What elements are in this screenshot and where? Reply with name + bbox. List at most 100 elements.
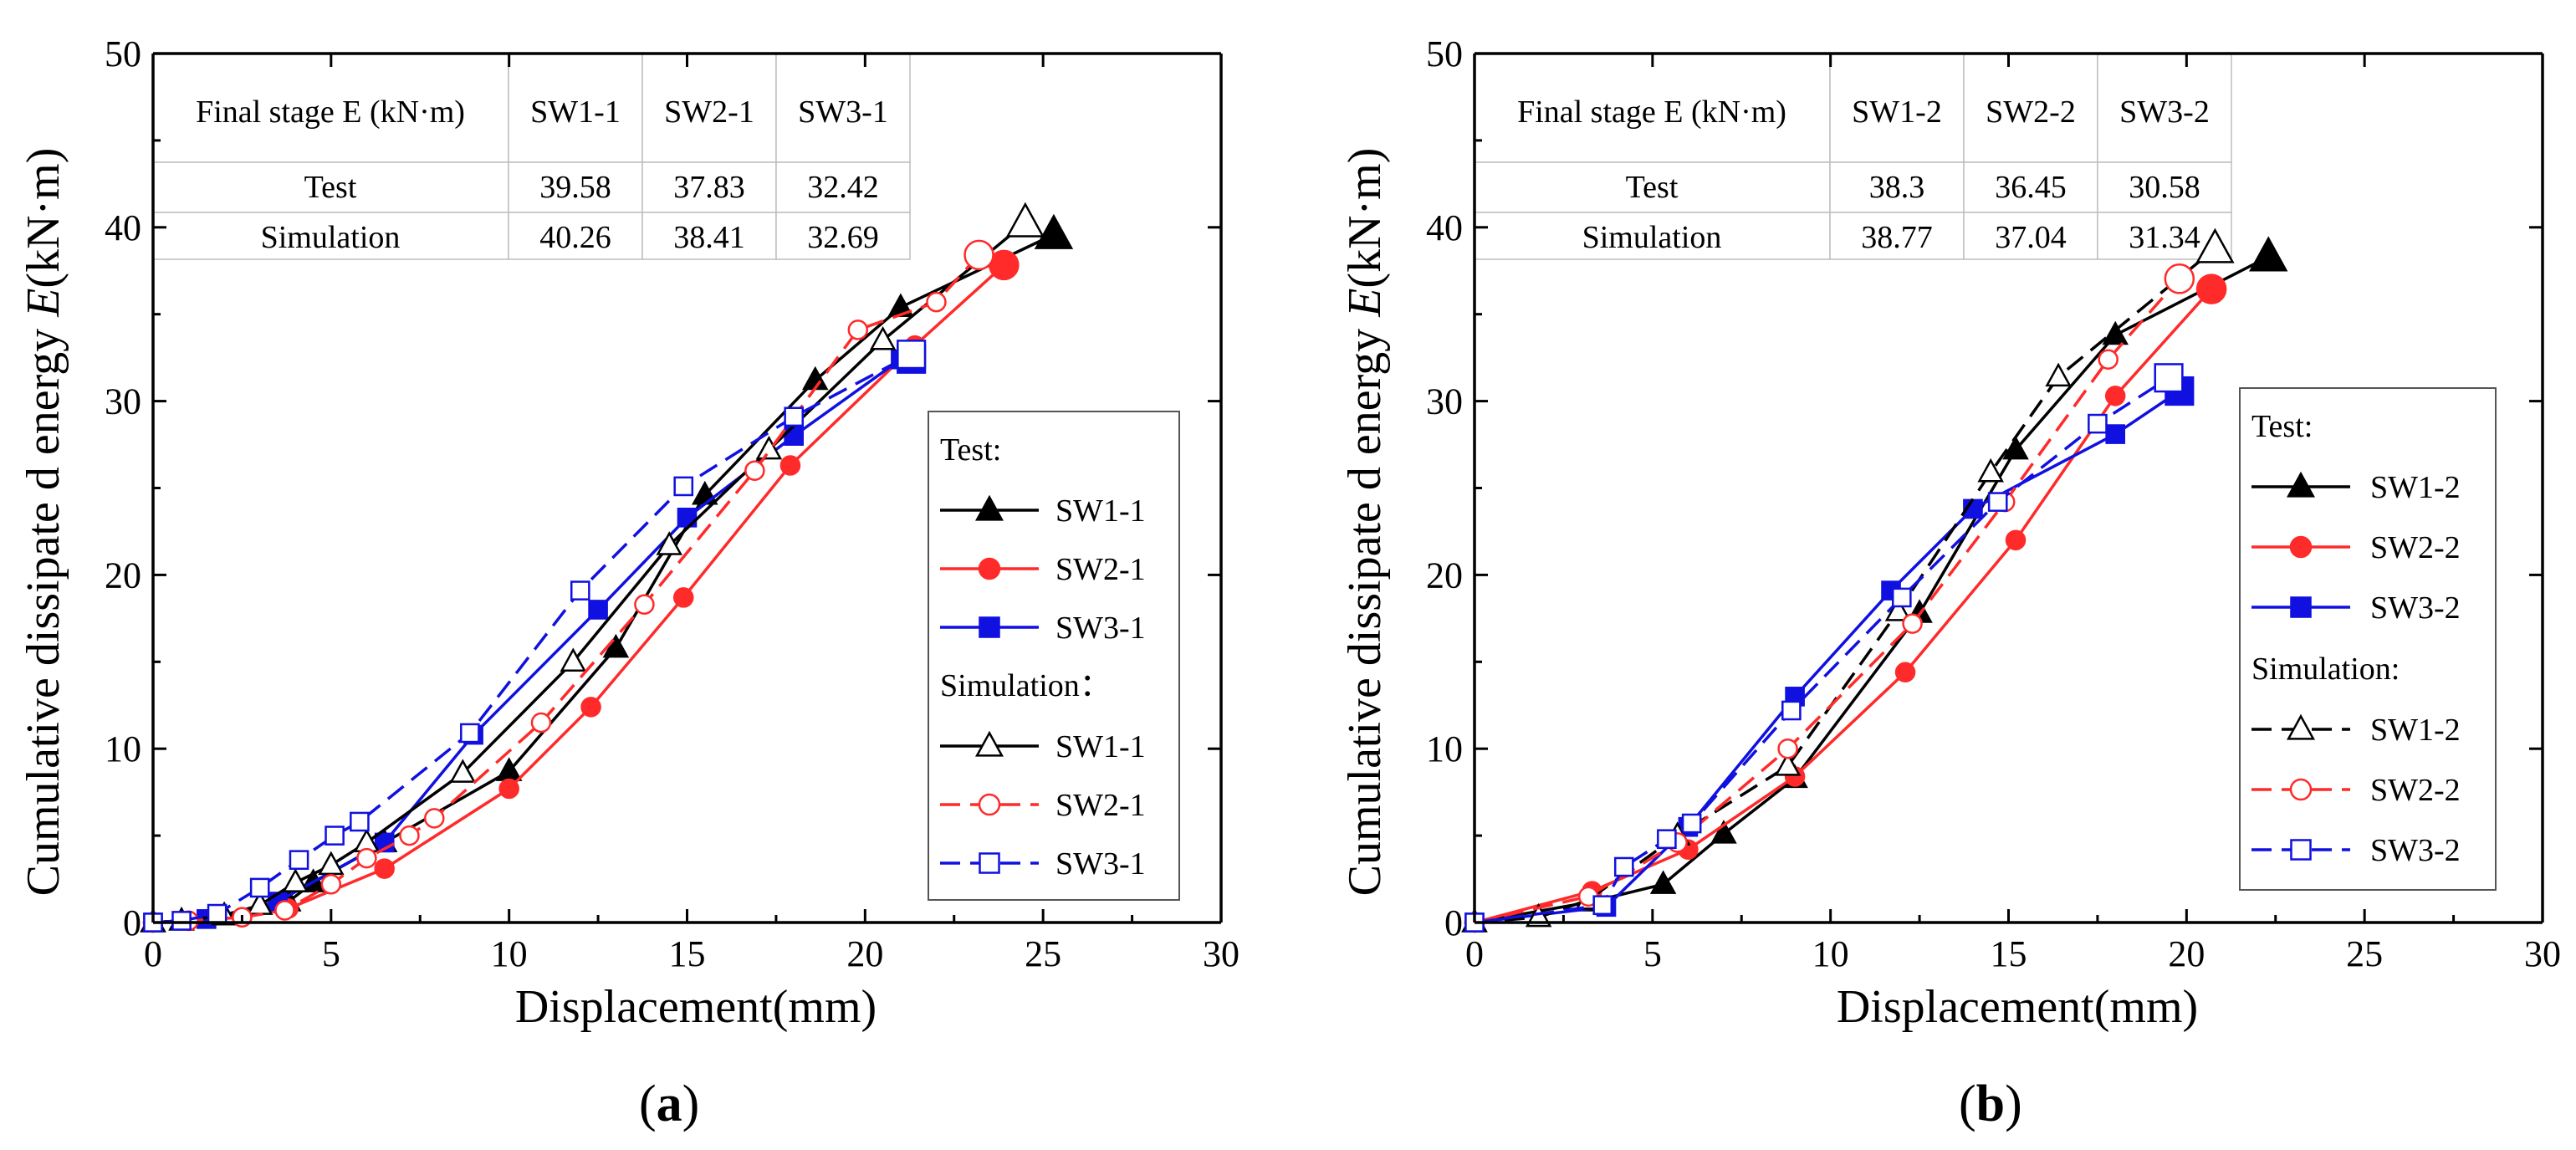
legend-entry-test-sw3: SW3-1 (940, 611, 1146, 646)
legend-entry-sim-sw3: SW3-1 (940, 846, 1146, 882)
panel-label-b: (b) (1959, 1076, 2022, 1132)
legend-entry-sim-sw1: SW1-1 (940, 729, 1146, 764)
table-cell (2097, 161, 2232, 213)
data-point-test-sw3-1 (588, 600, 608, 620)
data-point-test-sw3-2 (2105, 424, 2126, 444)
data-point-sim-sw1-1 (318, 851, 345, 876)
panel-label-close: ) (2005, 1076, 2022, 1132)
legend-entry-test-sw1: SW1-2 (2251, 470, 2461, 505)
data-point-sim-sw3-1 (673, 476, 694, 497)
y-tick-label: 10 (105, 728, 141, 769)
legend-sample-marker (979, 852, 1000, 874)
data-point-sim-sw1-2 (1774, 752, 1802, 776)
legend-label: SW1-1 (1055, 493, 1146, 529)
axes: 0 5 10 15 20 25 30 0 10 20 30 40 50 (1426, 33, 2561, 974)
data-point-sim-sw2-1 (399, 825, 420, 846)
data-point-sim-sw2-2 (2164, 263, 2195, 294)
table-header-label: Final stage E (kN·m) (1517, 95, 1786, 130)
data-point-sim-sw3-1 (784, 406, 805, 427)
data-point-sim-sw1-1 (449, 759, 477, 783)
panel-label-open: ( (1959, 1076, 1976, 1132)
table-header-cell-1 (508, 53, 643, 163)
x-axis-title: Displacement(mm) (1837, 981, 2198, 1033)
table-value: 40.26 (539, 220, 611, 255)
data-point-test-sw2-1 (779, 455, 801, 476)
data-point-sim-sw2-1 (530, 712, 552, 733)
data-point-sim-sw3-2 (2088, 413, 2108, 434)
table-cell (508, 212, 643, 260)
legend-label: SW2-2 (2370, 530, 2461, 565)
data-point-test-sw1-1 (1034, 213, 1074, 249)
data-point-sim-sw3-1 (325, 825, 345, 846)
y-tick-label: 50 (105, 33, 141, 74)
y-axis-title-unit: (kN·m) (18, 148, 69, 289)
data-point-test-sw2-2 (2195, 273, 2227, 304)
table-value: 31.34 (2129, 220, 2200, 255)
legend-heading-test: Test: (940, 432, 1001, 468)
legend-label: SW3-2 (2370, 590, 2461, 626)
table-cell (1474, 212, 1831, 260)
data-point-sim-sw3-1 (897, 340, 927, 370)
table-value: 38.3 (1869, 170, 1925, 205)
panel-b: Final stage E (kN·m) SW1-2 SW2-2 SW3-2 T… (1339, 33, 2561, 1132)
legend-sample-marker (2287, 471, 2315, 498)
y-axis-title: Cumulative dissipate d energy E(kN·m) (1339, 148, 1391, 897)
legend-sample-marker (975, 494, 1004, 521)
series-line-sim-sw2-1 (152, 253, 980, 924)
axes: 0 5 10 15 20 25 30 0 10 20 30 40 50 (105, 33, 1239, 974)
table-header-sw1: SW1-2 (1852, 95, 1942, 130)
data-point-sim-sw3-1 (570, 580, 590, 601)
legend-heading-simulation: Simulation: (2251, 652, 2400, 687)
data-point-sim-sw2-1 (963, 239, 994, 271)
data-point-sim-sw1-1 (560, 647, 587, 672)
table-header-sw1: SW1-1 (530, 95, 621, 130)
series-line-sim-sw2-2 (1474, 278, 2181, 924)
data-point-sim-sw1-2 (2195, 227, 2235, 263)
data-point-test-sw2-1 (580, 697, 601, 718)
data-point-sim-sw2-1 (424, 808, 445, 829)
data-point-sim-sw2-1 (744, 460, 765, 481)
legend-entry-test-sw2: SW2-2 (2251, 530, 2461, 565)
gridded-info-table: Final stage E (kN·m) SW1-1 SW2-1 SW3-1 T… (152, 53, 911, 260)
table-value: 39.58 (539, 170, 611, 205)
panel-label-open: ( (639, 1076, 657, 1132)
series-line-test-sw2-2 (1474, 288, 2213, 924)
data-point-test-sw1-2 (1710, 820, 1737, 844)
y-tick-label: 20 (1426, 555, 1463, 595)
data-point-sim-sw3-2 (1613, 856, 1634, 877)
data-point-sim-sw3-1 (171, 911, 192, 931)
data-point-sim-sw1-2 (2045, 362, 2072, 387)
panel-label-letter: b (1976, 1076, 2005, 1132)
data-point-test-sw1-2 (2102, 320, 2129, 345)
x-tick-label: 25 (2346, 933, 2383, 974)
table-value: 38.41 (673, 220, 745, 255)
legend-sample-marker (2290, 839, 2312, 861)
x-tick-label: 0 (1465, 933, 1484, 974)
data-point-sim-sw1-2 (1977, 457, 2004, 483)
legend-entry-sim-sw1: SW1-2 (2251, 713, 2461, 748)
data-point-sim-sw3-2 (1987, 492, 2008, 512)
legend-label: SW2-1 (1055, 788, 1146, 823)
y-axis-title-part: Cumulative dissipate d energy (18, 317, 69, 897)
data-point-sim-sw2-1 (356, 847, 377, 869)
data-point-sim-sw3-2 (1681, 813, 1702, 834)
legend-label: SW1-2 (2370, 470, 2461, 505)
table-cell (775, 161, 911, 213)
panel-label-letter: a (657, 1076, 682, 1132)
data-point-test-sw2-2 (2005, 529, 2027, 551)
x-tick-label: 30 (1203, 933, 1239, 974)
table-header-cell-2 (1963, 53, 2098, 163)
panel-a: Final stage E (kN·m) SW1-1 SW2-1 SW3-1 T… (18, 33, 1239, 1132)
series-line-sim-sw1-1 (152, 222, 1027, 924)
series-line-sim-sw3-2 (1474, 376, 2170, 924)
legend-sample-marker (2289, 535, 2313, 559)
series-layer (1461, 227, 2288, 933)
legend-entry-test-sw2: SW2-1 (940, 552, 1146, 587)
panel-label-close: ) (682, 1076, 700, 1132)
x-tick-label: 15 (669, 933, 706, 974)
x-tick-label: 30 (2524, 933, 2561, 974)
data-point-sim-sw1-1 (755, 435, 783, 460)
y-axis-title-unit: (kN·m) (1339, 148, 1391, 289)
data-point-sim-sw1-1 (656, 531, 682, 555)
table-header-cell-0 (152, 53, 509, 163)
